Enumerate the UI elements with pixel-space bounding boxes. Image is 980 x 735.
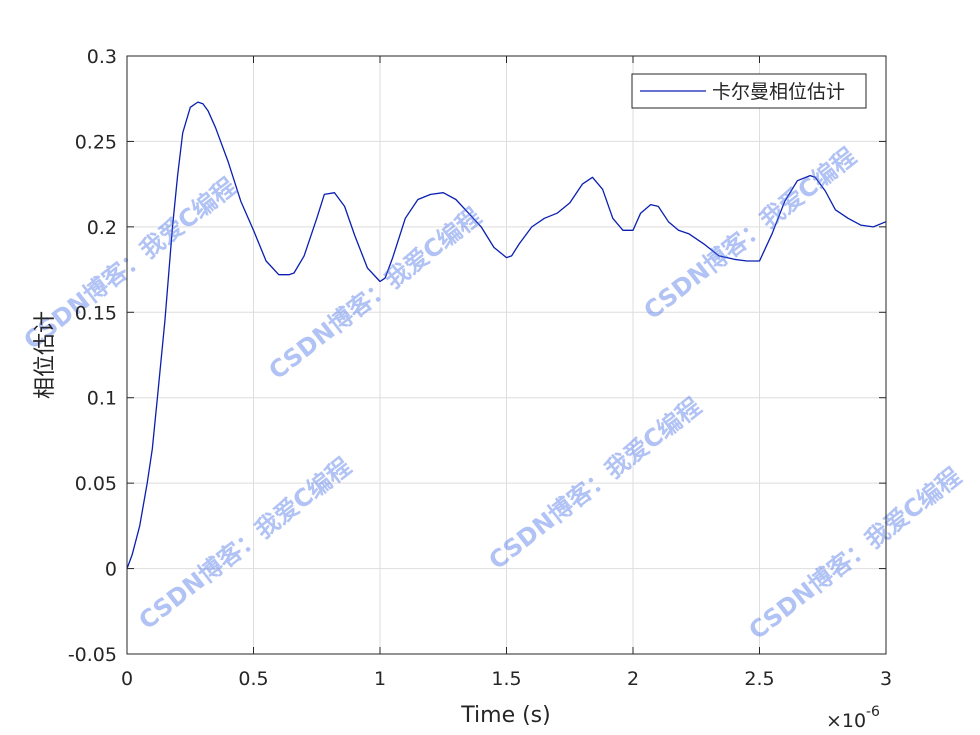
x-tick-label: 2 — [627, 668, 639, 690]
y-tick-label: 0.25 — [75, 131, 117, 153]
series-line — [126, 101, 887, 569]
y-tick-label: 0 — [105, 559, 117, 581]
y-tick-label: 0.05 — [75, 473, 117, 495]
y-tick-labels: -0.05 0 0.05 0.1 0.15 0.2 0.25 0.3 — [68, 46, 117, 666]
x-axis-multiplier: ×10 -6 — [826, 704, 880, 732]
series-layer — [126, 101, 887, 569]
x-multiplier-exponent: -6 — [866, 704, 880, 720]
x-tick-label: 1.5 — [491, 668, 521, 690]
x-tick-labels: 0 0.5 1 1.5 2 2.5 3 — [121, 668, 892, 690]
y-axis-label: 相位估计 — [33, 311, 58, 399]
x-tick-label: 3 — [880, 668, 892, 690]
legend-label: 卡尔曼相位估计 — [712, 81, 845, 103]
x-axis-label: Time (s) — [460, 703, 550, 728]
axis-ticks — [126, 55, 887, 655]
x-tick-label: 0 — [121, 668, 133, 690]
y-tick-label: 0.2 — [87, 217, 117, 239]
y-tick-label: 0.3 — [87, 46, 117, 68]
y-tick-label: -0.05 — [68, 644, 117, 666]
y-tick-label: 0.1 — [87, 388, 117, 410]
x-tick-label: 2.5 — [744, 668, 774, 690]
x-tick-label: 0.5 — [238, 668, 268, 690]
x-tick-label: 1 — [374, 668, 386, 690]
x-multiplier-base: ×10 — [826, 710, 866, 732]
y-tick-label: 0.15 — [75, 302, 117, 324]
legend[interactable]: 卡尔曼相位估计 — [631, 73, 867, 109]
